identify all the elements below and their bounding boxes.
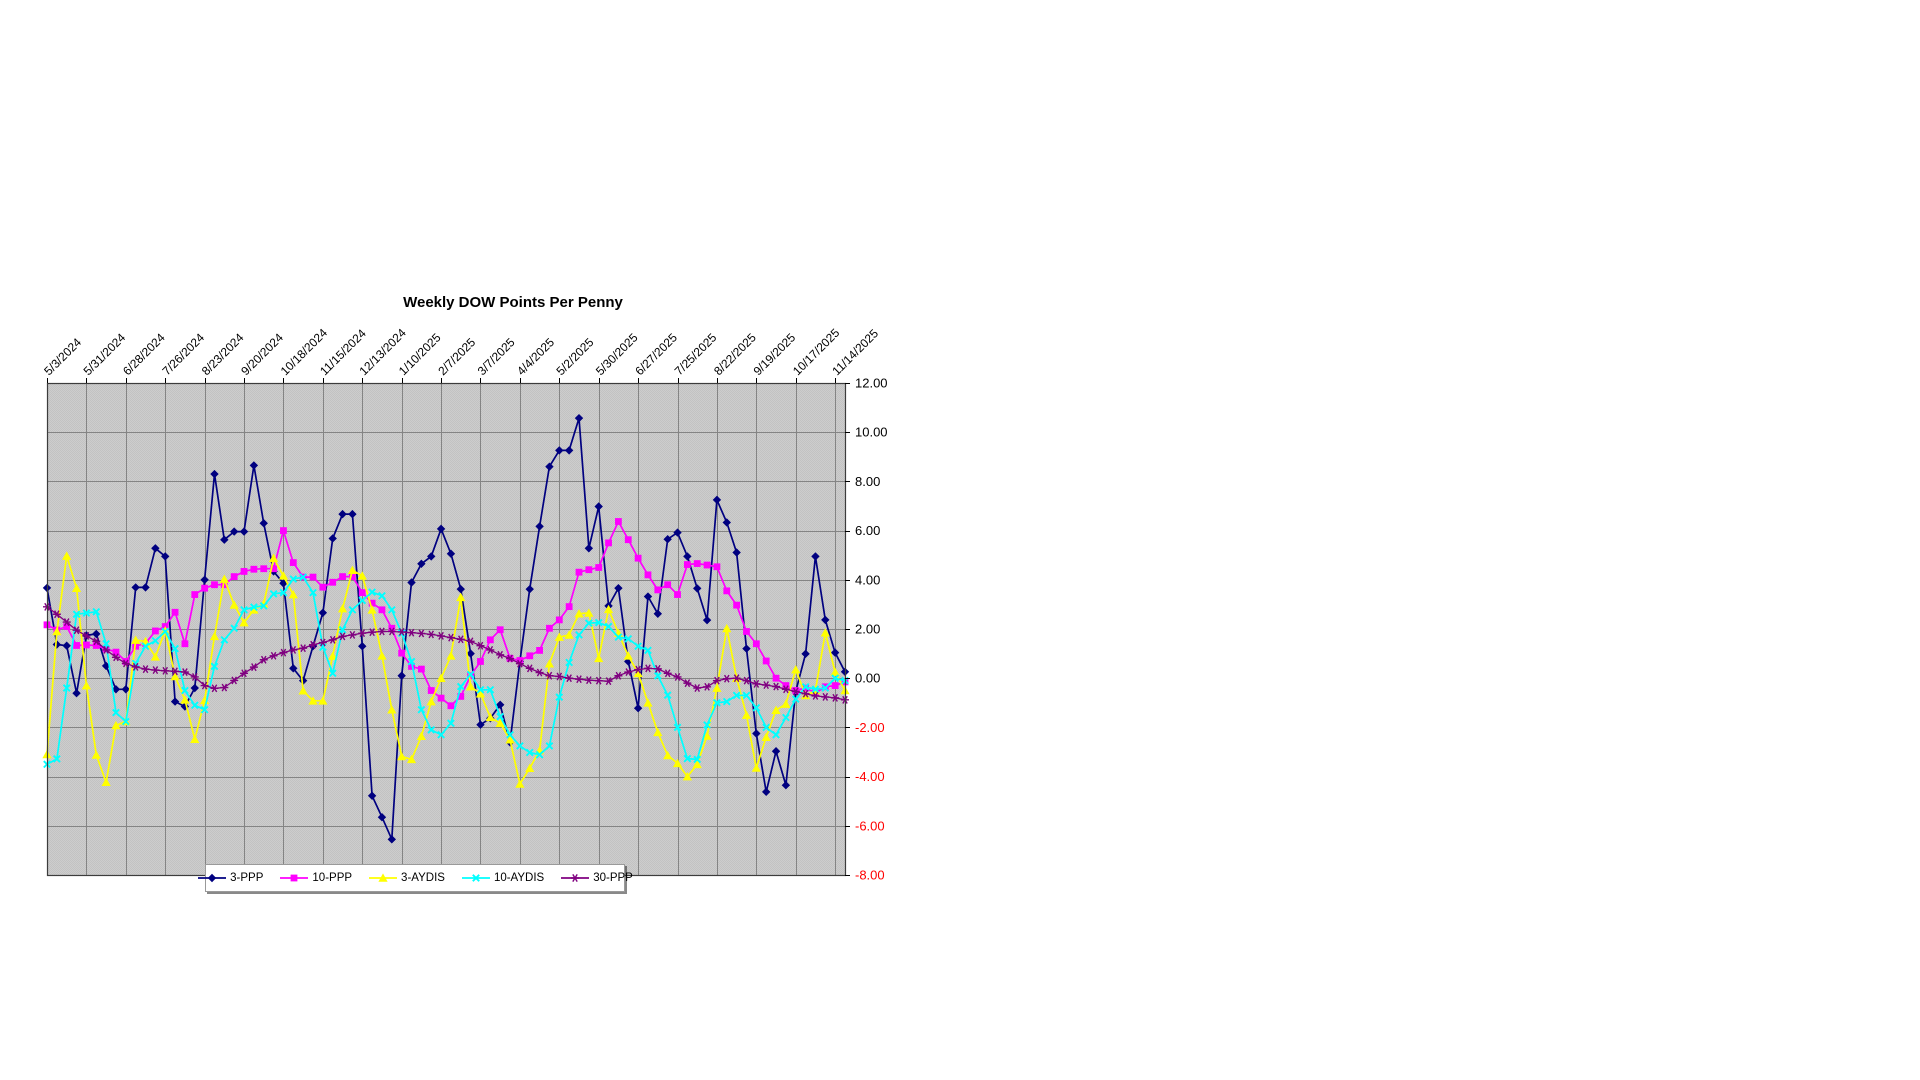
legend-item-label: 10-AYDIS bbox=[493, 872, 545, 884]
x-axis-label: 7/26/2024 bbox=[159, 330, 207, 378]
y-axis-labels: 12.00 10.00 8.00 6.00 4.00 2.00 0.00 -2.00 -4.00… bbox=[855, 376, 888, 883]
x-axis-label: 5/31/2024 bbox=[81, 330, 129, 378]
legend-marker-x-icon bbox=[461, 874, 490, 882]
legend-marker-asterisk-icon bbox=[561, 874, 590, 882]
legend-marker-triangle-icon bbox=[369, 873, 398, 882]
series-10-AYDIS bbox=[43, 573, 849, 769]
x-axis-label: 5/3/2024 bbox=[41, 335, 84, 378]
x-axis-label: 7/25/2025 bbox=[672, 330, 720, 378]
legend: 3-PPP 10-PPP 3-AYDIS 10-AYDIS 30-PPP bbox=[198, 864, 633, 892]
legend-item-3-PPP: 3-PPP bbox=[197, 871, 263, 885]
legend-item-label: 10-PPP bbox=[312, 872, 353, 884]
y-axis-label: -4.00 bbox=[855, 769, 885, 784]
y-axis-label: 2.00 bbox=[855, 622, 880, 637]
legend-item-10-PPP: 10-PPP bbox=[279, 871, 352, 885]
series-30-PPP bbox=[43, 602, 849, 704]
x-axis-label: 4/4/2025 bbox=[514, 335, 557, 378]
chart-title: Weekly DOW Points Per Penny bbox=[403, 294, 623, 311]
x-axis-label: 8/23/2024 bbox=[199, 330, 247, 378]
y-axis-label: 6.00 bbox=[855, 523, 880, 538]
x-axis-labels: 5/3/20245/31/20246/28/20247/26/20248/23/… bbox=[41, 326, 881, 379]
x-axis-label: 5/2/2025 bbox=[554, 335, 597, 378]
legend-item-label: 3-PPP bbox=[230, 872, 264, 884]
y-axis-label: -2.00 bbox=[855, 720, 885, 735]
y-axis-label: 4.00 bbox=[855, 572, 880, 587]
y-axis-label: 12.00 bbox=[855, 376, 888, 391]
legend-item-10-AYDIS: 10-AYDIS bbox=[461, 871, 544, 885]
y-axis-label: -8.00 bbox=[855, 868, 885, 883]
series-line-10-PPP bbox=[46, 520, 846, 707]
legend-item-30-PPP: 30-PPP bbox=[560, 871, 633, 885]
x-axis-label: 3/7/2025 bbox=[475, 335, 518, 378]
series-line-3-PPP bbox=[46, 417, 846, 841]
legend-marker-diamond-icon bbox=[198, 873, 227, 883]
series-line-30-PPP bbox=[46, 606, 846, 701]
legend-marker-square-icon bbox=[280, 874, 309, 882]
y-axis-label: 0.00 bbox=[855, 671, 880, 686]
x-axis-label: 6/28/2024 bbox=[120, 330, 168, 378]
x-axis-label: 6/27/2025 bbox=[632, 330, 680, 378]
legend-item-3-AYDIS: 3-AYDIS bbox=[368, 871, 445, 885]
legend-item-label: 30-PPP bbox=[593, 872, 633, 884]
x-axis-label: 9/19/2025 bbox=[751, 330, 799, 378]
x-axis-label: 9/20/2024 bbox=[238, 330, 286, 378]
y-axis-label: 10.00 bbox=[855, 425, 888, 440]
y-axis-label: 8.00 bbox=[855, 474, 880, 489]
series-line-10-AYDIS bbox=[46, 576, 846, 766]
series-markers-30-PPP bbox=[43, 602, 849, 704]
legend-item-label: 3-AYDIS bbox=[401, 872, 445, 884]
axis-ticks bbox=[47, 378, 850, 876]
x-axis-label: 8/22/2025 bbox=[711, 330, 759, 378]
x-axis-label: 5/30/2025 bbox=[593, 330, 641, 378]
series-markers-10-AYDIS bbox=[43, 573, 849, 769]
y-axis-label: -6.00 bbox=[855, 818, 885, 833]
